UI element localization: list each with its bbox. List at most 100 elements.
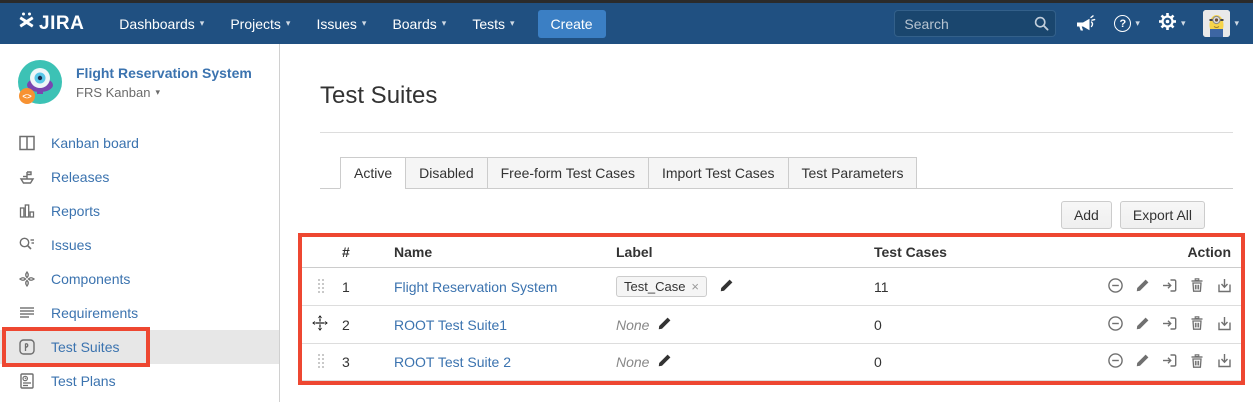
minus-circle-icon[interactable]	[1107, 315, 1124, 335]
chevron-down-icon: ▾	[1234, 18, 1239, 28]
tab-import-test-cases[interactable]: Import Test Cases	[647, 157, 789, 189]
pencil-icon[interactable]	[1135, 278, 1150, 296]
chevron-down-icon: ▾	[1180, 18, 1186, 28]
trash-icon[interactable]	[1189, 277, 1205, 296]
row-num: 1	[338, 267, 390, 306]
user-menu[interactable]: ▾	[1203, 10, 1239, 37]
sidebar-item-label: Issues	[51, 237, 92, 253]
col-action: Action	[1096, 237, 1241, 268]
sidebar-item-components[interactable]: Components	[0, 262, 279, 296]
nav-projects[interactable]: Projects ▾	[217, 3, 303, 44]
search-icon[interactable]	[1034, 16, 1049, 36]
sidebar-item-reports[interactable]: Reports	[0, 194, 279, 228]
minus-circle-icon[interactable]	[1107, 352, 1124, 372]
search-input[interactable]	[894, 10, 1057, 37]
annotation-box-table: # Name Label Test Cases Action 1 Flight	[298, 233, 1245, 385]
sign-in-icon[interactable]	[1161, 315, 1178, 335]
project-header: <> Flight Reservation System FRS Kanban …	[0, 44, 279, 116]
sidebar-item-issues[interactable]: Issues	[0, 228, 279, 262]
table-row: 3 ROOT Test Suite 2 None 0	[302, 343, 1241, 381]
row-num: 2	[338, 305, 390, 344]
tab-active[interactable]: Active	[340, 157, 407, 189]
tab-test-parameters[interactable]: Test Parameters	[787, 157, 918, 189]
edit-label-icon[interactable]	[657, 316, 672, 334]
nav-dashboards-label: Dashboards	[119, 15, 195, 32]
add-button[interactable]: Add	[1060, 201, 1112, 229]
remove-label-icon[interactable]: ×	[691, 279, 700, 294]
drag-handle[interactable]	[315, 276, 325, 294]
nav-dashboards[interactable]: Dashboards ▾	[106, 3, 217, 44]
row-actions	[1096, 305, 1241, 344]
nav-tests-label: Tests	[472, 15, 506, 32]
row-num: 3	[338, 343, 390, 381]
col-label: Label	[612, 237, 870, 268]
nav-boards[interactable]: Boards ▾	[379, 3, 459, 44]
row-actions	[1096, 267, 1241, 306]
export-all-button[interactable]: Export All	[1119, 201, 1205, 229]
board-switcher[interactable]: FRS Kanban ▾	[76, 85, 252, 100]
sidebar-item-test-plans[interactable]: Test Plans	[0, 364, 279, 398]
bar-chart-icon	[16, 202, 38, 220]
move-cursor	[310, 313, 330, 335]
test-suite-icon	[16, 338, 38, 356]
test-suites-table: # Name Label Test Cases Action 1 Flight	[302, 237, 1241, 381]
tab-free-form-test-cases[interactable]: Free-form Test Cases	[486, 157, 649, 189]
board-name-label: FRS Kanban	[76, 85, 151, 101]
sidebar-item-releases[interactable]: Releases	[0, 160, 279, 194]
nav-tests[interactable]: Tests ▾	[459, 3, 527, 44]
sidebar-item-label: Releases	[51, 169, 110, 185]
nav-issues-label: Issues	[316, 15, 357, 32]
requirements-icon	[16, 304, 38, 322]
title-divider	[320, 132, 1233, 133]
label-none: None	[616, 354, 650, 370]
download-icon[interactable]	[1216, 352, 1233, 372]
row-actions	[1096, 343, 1241, 381]
drag-handle[interactable]	[315, 352, 325, 369]
nav-boards-label: Boards	[392, 15, 437, 32]
table-row: 2 ROOT Test Suite1 None 0	[302, 305, 1241, 344]
test-suite-link[interactable]: Flight Reservation System	[394, 278, 558, 295]
edit-label-icon[interactable]	[719, 278, 734, 296]
test-cases-count: 0	[870, 343, 1097, 381]
sign-in-icon[interactable]	[1161, 352, 1178, 372]
svg-text:<>: <>	[22, 92, 32, 101]
create-button[interactable]: Create	[537, 9, 606, 38]
trash-icon[interactable]	[1189, 315, 1205, 334]
edit-label-icon[interactable]	[657, 353, 672, 371]
sign-in-icon[interactable]	[1161, 277, 1178, 297]
test-plan-icon	[16, 372, 38, 390]
tab-disabled[interactable]: Disabled	[405, 157, 488, 189]
megaphone-icon[interactable]	[1074, 14, 1096, 34]
nav-issues[interactable]: Issues ▾	[303, 3, 379, 44]
project-name-link[interactable]: Flight Reservation System	[76, 64, 252, 81]
help-menu[interactable]: ? ▾	[1114, 15, 1140, 32]
label-none: None	[616, 316, 650, 333]
sidebar-item-label: Kanban board	[51, 135, 139, 151]
pencil-icon[interactable]	[1135, 316, 1150, 334]
chevron-down-icon: ▾	[1135, 18, 1140, 28]
tab-bar: Active Disabled Free-form Test Cases Imp…	[320, 157, 1233, 189]
jira-logo[interactable]: JIRA	[18, 12, 84, 36]
download-icon[interactable]	[1216, 277, 1233, 297]
test-suite-link[interactable]: ROOT Test Suite1	[394, 316, 508, 333]
settings-menu[interactable]: ▾	[1158, 12, 1186, 36]
navbar-right: ? ▾ ▾	[894, 10, 1239, 37]
sidebar-item-test-suites[interactable]: Test Suites	[0, 327, 279, 367]
label-chip-text: Test_Case	[624, 279, 686, 294]
sidebar-item-requirements[interactable]: Requirements	[0, 296, 279, 330]
minus-circle-icon[interactable]	[1107, 277, 1124, 297]
pencil-icon[interactable]	[1135, 353, 1150, 371]
kanban-icon	[16, 134, 38, 152]
table-header-row: # Name Label Test Cases Action	[302, 237, 1241, 268]
trash-icon[interactable]	[1189, 353, 1205, 372]
sidebar-item-label: Reports	[51, 203, 101, 219]
nav-projects-label: Projects	[230, 15, 281, 32]
table-row: 1 Flight Reservation System Test_Case ×	[302, 267, 1241, 306]
main-content: Test Suites Active Disabled Free-form Te…	[280, 44, 1253, 402]
sidebar-item-kanban-board[interactable]: Kanban board	[0, 126, 279, 160]
download-icon[interactable]	[1216, 315, 1233, 335]
test-suite-link[interactable]: ROOT Test Suite 2	[394, 354, 511, 370]
sidebar-item-label: Test Suites	[51, 339, 120, 355]
search-lines-icon	[16, 236, 38, 254]
sidebar-item-label: Requirements	[51, 305, 139, 321]
